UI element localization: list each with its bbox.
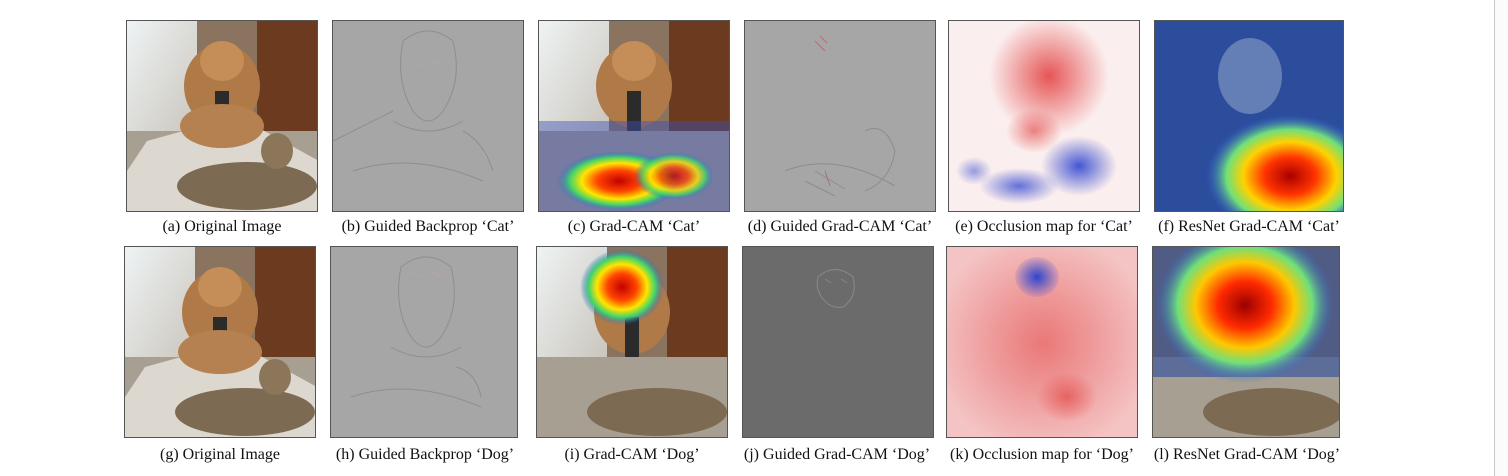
panel-k-occlusion-dog [946,246,1138,438]
caption-i: (i) Grad-CAM ‘Dog’ [564,446,700,463]
panel-i-gradcam-dog [536,246,728,438]
caption-a: (a) Original Image [162,218,282,235]
caption-d: (d) Guided Grad-CAM ‘Cat’ [747,218,933,235]
panel-c-gradcam-cat [538,20,730,212]
caption-j: (j) Guided Grad-CAM ‘Dog’ [743,446,931,463]
panel-l-resnet-gradcam-dog [1152,246,1340,438]
caption-l: (l) ResNet Grad-CAM ‘Dog’ [1153,446,1341,463]
caption-h: (h) Guided Backprop ‘Dog’ [335,446,515,463]
panel-g-original-image [124,246,316,438]
caption-e: (e) Occlusion map for ‘Cat’ [955,218,1133,235]
panel-d-guided-gradcam-cat [744,20,936,212]
caption-f: (f) ResNet Grad-CAM ‘Cat’ [1158,218,1340,235]
panel-a-original-image [126,20,318,212]
caption-g: (g) Original Image [160,446,280,463]
vertical-scrollbar[interactable] [1494,0,1508,476]
panel-b-guided-backprop-cat [332,20,524,212]
panel-f-resnet-gradcam-cat [1154,20,1344,212]
panel-j-guided-gradcam-dog [742,246,934,438]
caption-k: (k) Occlusion map for ‘Dog’ [950,446,1134,463]
caption-b: (b) Guided Backprop ‘Cat’ [341,218,515,235]
caption-c: (c) Grad-CAM ‘Cat’ [567,218,701,235]
panel-e-occlusion-cat [948,20,1140,212]
panel-h-guided-backprop-dog [330,246,518,438]
